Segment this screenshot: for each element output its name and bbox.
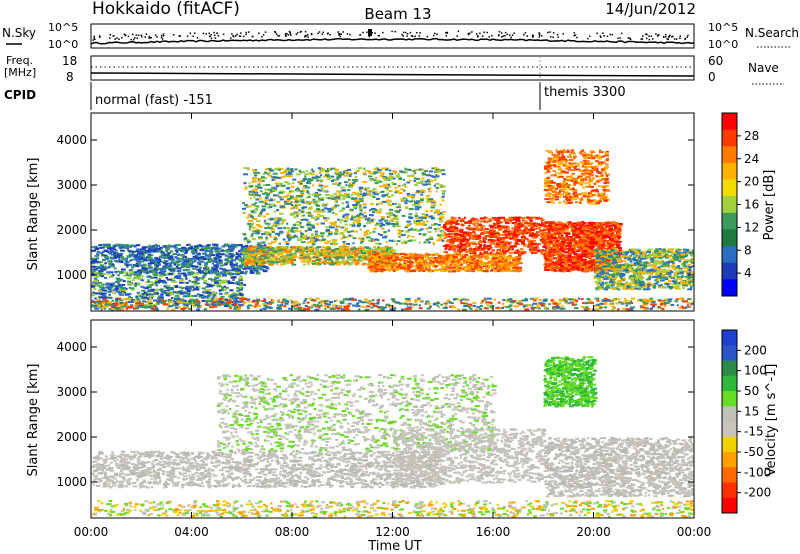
colorbar-swatch <box>722 179 737 197</box>
nsky-tick-low: 10^0 <box>48 38 78 51</box>
nave-tick-high: 60 <box>708 54 723 68</box>
nsky-panel <box>90 23 695 49</box>
power-ylabel: Slant Range [km] <box>26 158 41 271</box>
nave-label: Nave <box>748 61 779 75</box>
nsky-trace <box>90 29 695 45</box>
velocity-ylabel: Slant Range [km] <box>26 364 41 477</box>
x-tick-label: 00:00 <box>677 525 712 539</box>
colorbar-swatch <box>722 330 737 346</box>
power-heatmap <box>91 149 694 311</box>
colorbar-swatch <box>722 212 737 230</box>
cpid-segment-themis: themis 3300 <box>544 85 626 100</box>
colorbar-swatch <box>722 482 737 499</box>
nsky-label: N.Sky <box>2 26 36 40</box>
nsky-tick-high: 10^5 <box>48 21 78 34</box>
colorbar-swatch <box>722 360 737 377</box>
colorbar-swatch <box>722 196 737 214</box>
nsearch-tick-high: 10^5 <box>708 21 738 34</box>
x-tick-label: 08:00 <box>275 525 310 539</box>
colorbar-tick-label: 4 <box>744 266 752 280</box>
x-tick-label: 04:00 <box>174 525 209 539</box>
colorbar-tick-label: 24 <box>744 152 759 166</box>
colorbar-swatch <box>722 406 737 422</box>
colorbar-tick-label: -15 <box>744 425 764 439</box>
y-tick-label: 1000 <box>56 475 87 489</box>
colorbar-swatch <box>722 467 737 483</box>
colorbar-tick-label: -50 <box>744 445 764 459</box>
beam-label: Beam 13 <box>364 5 431 23</box>
colorbar-swatch <box>722 129 737 147</box>
freq-panel <box>90 55 695 81</box>
freq-label-line2: [MHz] <box>4 66 36 79</box>
y-tick-label: 2000 <box>56 430 87 444</box>
colorbar-tick-label: 100 <box>744 364 767 378</box>
colorbar-swatch <box>722 279 737 297</box>
colorbar-swatch <box>722 262 737 280</box>
y-tick-label: 3000 <box>56 178 87 192</box>
y-tick-label: 1000 <box>56 268 87 282</box>
colorbar-tick-label: 16 <box>744 198 759 212</box>
colorbar-tick-label: 15 <box>744 404 759 418</box>
colorbar-tick-label: 200 <box>744 343 767 357</box>
colorbar-swatch <box>722 345 737 361</box>
x-tick-label: 16:00 <box>476 525 511 539</box>
freq-label-line1: Freq. <box>6 54 33 67</box>
freq-tick-low: 8 <box>66 70 74 84</box>
cpid-segment-normal: normal (fast) -151 <box>95 93 213 108</box>
plot-title: Hokkaido (fitACF) <box>92 0 240 19</box>
x-tick-label: 12:00 <box>375 525 410 539</box>
colorbar-swatch <box>722 375 737 392</box>
colorbar-swatch <box>722 436 737 453</box>
colorbar-tick-label: -200 <box>744 486 771 500</box>
date-label: 14/Jun/2012 <box>605 0 696 18</box>
x-tick-label: 20:00 <box>576 525 611 539</box>
y-tick-label: 3000 <box>56 385 87 399</box>
colorbar-swatch <box>722 421 737 438</box>
power-colorbar: 28 24 20 16 12 8 4 <box>722 113 759 297</box>
colorbar-swatch <box>722 497 737 514</box>
colorbar-tick-label: 50 <box>744 384 759 398</box>
colorbar-tick-label: 20 <box>744 175 759 189</box>
velocity-colorbar-label: Velocity [m s^-1] <box>764 364 779 477</box>
y-tick-label: 2000 <box>56 223 87 237</box>
colorbar-swatch <box>722 162 737 181</box>
colorbar-tick-label: -100 <box>744 465 771 479</box>
colorbar-swatch <box>722 391 737 407</box>
y-tick-label: 4000 <box>56 133 87 147</box>
nsearch-label: N.Search <box>745 26 799 40</box>
colorbar-tick-label: 12 <box>744 220 759 234</box>
colorbar-swatch <box>722 246 737 264</box>
freq-tick-high: 18 <box>62 54 77 68</box>
y-tick-label: 4000 <box>56 340 87 354</box>
colorbar-swatch <box>722 146 737 164</box>
colorbar-swatch <box>722 452 737 468</box>
power-colorbar-label: Power [dB] <box>762 170 777 241</box>
x-tick-label: 00:00 <box>74 525 109 539</box>
colorbar-tick-label: 28 <box>744 129 759 143</box>
velocity-colorbar-label-text: Velocity [m s^-1] <box>764 364 779 477</box>
cpid-label: CPID <box>4 88 36 102</box>
colorbar-tick-label: 8 <box>744 243 752 257</box>
velocity-heatmap <box>91 356 694 518</box>
colorbar-swatch <box>722 113 737 131</box>
colorbar-swatch <box>722 229 737 247</box>
freq-trace <box>90 56 695 80</box>
velocity-colorbar: 200 100 50 15 -15 -50 -100 -200 <box>722 330 771 514</box>
x-axis-label: Time UT <box>367 539 421 554</box>
nave-tick-low: 0 <box>708 70 716 84</box>
nsearch-tick-low: 10^0 <box>708 38 738 51</box>
